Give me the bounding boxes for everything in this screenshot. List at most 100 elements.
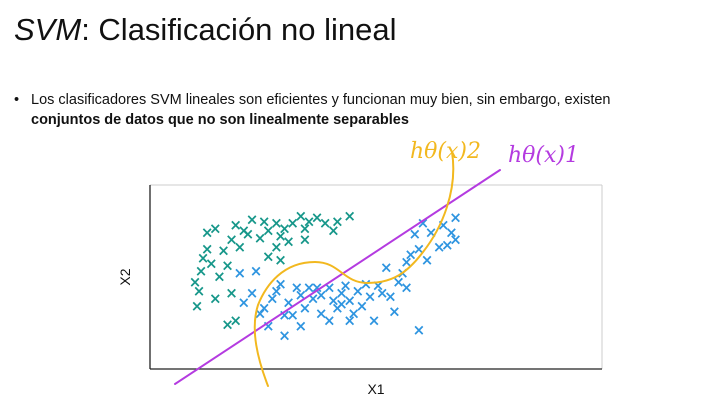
class-b-point: ×	[404, 245, 417, 263]
class-b-point: ×	[400, 279, 413, 297]
class-a-point: ×	[262, 247, 275, 265]
class-b-point: ×	[315, 304, 328, 322]
class-b-point: ×	[286, 306, 299, 324]
class-b-point: ×	[270, 282, 283, 300]
class-b-point: ×	[323, 279, 336, 297]
linear-boundary-label: hθ(x)1	[508, 143, 579, 168]
class-a-point: ×	[238, 222, 251, 240]
class-a-point: ×	[343, 207, 356, 225]
class-b-point: ×	[274, 275, 287, 293]
class-a-point: ×	[295, 207, 308, 225]
nonlinear-boundary-label: hθ(x)2	[410, 139, 481, 164]
class-a-point: ×	[213, 268, 226, 286]
class-b-point: ×	[364, 288, 377, 306]
plot-frame	[149, 184, 603, 370]
class-b-point: ×	[295, 317, 308, 335]
class-b-point: ×	[356, 297, 369, 315]
class-b-point: ×	[376, 284, 389, 302]
class-b-point: ×	[234, 264, 247, 282]
class-a-point: ×	[319, 214, 332, 232]
class-a-point: ×	[229, 312, 242, 330]
class-a-point: ×	[209, 220, 222, 238]
class-b-point: ×	[291, 279, 304, 297]
class-b-point: ×	[347, 304, 360, 322]
class-b-point: ×	[445, 223, 458, 241]
class-b-point: ×	[266, 290, 279, 308]
class-b-point: ×	[335, 284, 348, 302]
class-b-point: ×	[299, 299, 312, 317]
class-b-point: ×	[335, 295, 348, 313]
class-b-point: ×	[327, 291, 340, 309]
class-a-point: ×	[201, 223, 214, 241]
class-a-point: ×	[195, 262, 208, 280]
class-a-point: ×	[258, 212, 271, 230]
class-a-point: ×	[205, 255, 218, 273]
class-a-point: ×	[299, 231, 312, 249]
class-a-point: ×	[286, 214, 299, 232]
nonlinear-boundary-curve	[253, 151, 455, 387]
bullet-point: • Los clasificadores SVM lineales son ef…	[14, 90, 700, 130]
class-b-point: ×	[388, 303, 401, 321]
class-a-point: ×	[299, 220, 312, 238]
class-a-point: ×	[262, 222, 275, 240]
class-a-point: ×	[282, 233, 295, 251]
class-b-point: ×	[433, 238, 446, 256]
data-points: ××××××××××××××××××××××××××××××××××× ×××××…	[189, 207, 462, 345]
class-a-point: ×	[193, 282, 206, 300]
class-a-point: ×	[221, 257, 234, 275]
class-a-point: ×	[221, 315, 234, 333]
class-a-point: ×	[209, 290, 222, 308]
bullet-text: Los clasificadores SVM lineales son efic…	[31, 90, 700, 130]
class-b-point: ×	[331, 299, 344, 317]
class-a-point: ×	[229, 216, 242, 234]
class-b-point: ×	[380, 258, 393, 276]
class-a-point: ×	[270, 214, 283, 232]
class-b-point: ×	[368, 312, 381, 330]
class-a-point: ×	[331, 212, 344, 230]
linear-boundary-line	[174, 169, 501, 385]
bullet-text-regular: Los clasificadores SVM lineales son efic…	[31, 92, 611, 108]
class-a-point: ×	[274, 227, 287, 245]
class-b-point: ×	[250, 262, 263, 280]
class-b-point: ×	[421, 251, 434, 269]
class-b-point: ×	[262, 317, 275, 335]
class-b-point: ×	[449, 231, 462, 249]
slide-title: SVM: Clasificación no lineal	[14, 10, 397, 50]
class-a-point: ×	[234, 238, 247, 256]
class-b-point: ×	[441, 236, 454, 254]
bullet-dot-icon: •	[14, 92, 20, 108]
class-a-point: ×	[246, 211, 259, 229]
class-a-point: ×	[191, 297, 204, 315]
class-a-point: ×	[254, 229, 267, 247]
x-axis-label: X1	[367, 381, 384, 397]
class-b-point: ×	[384, 288, 397, 306]
class-a-point: ×	[225, 284, 238, 302]
title-prefix: SVM	[14, 12, 82, 47]
class-b-point: ×	[343, 291, 356, 309]
class-a-point: ×	[217, 242, 230, 260]
class-a-point: ×	[201, 240, 214, 258]
class-b-point: ×	[238, 293, 251, 311]
class-a-point: ×	[278, 220, 291, 238]
class-b-point: ×	[323, 312, 336, 330]
class-b-point: ×	[303, 279, 316, 297]
class-a-point: ×	[303, 212, 316, 230]
class-b-point: ×	[409, 225, 422, 243]
class-a-point: ×	[270, 238, 283, 256]
class-a-point: ×	[189, 273, 202, 291]
class-b-point: ×	[339, 277, 352, 295]
class-b-point: ×	[413, 321, 426, 339]
class-b-point: ×	[258, 299, 271, 317]
decision-boundaries: hθ(x)1 hθ(x)2	[174, 139, 579, 387]
class-b-point: ×	[343, 312, 356, 330]
class-a-point: ×	[242, 225, 255, 243]
bullet-text-bold: conjuntos de datos que no son linealment…	[31, 112, 409, 128]
class-a-point: ×	[274, 251, 287, 269]
class-b-point: ×	[449, 209, 462, 227]
class-b-point: ×	[352, 282, 365, 300]
class-a-point: ×	[311, 209, 324, 227]
class-a-point: ×	[225, 231, 238, 249]
class-b-point: ×	[278, 326, 291, 344]
class-b-point: ×	[246, 284, 259, 302]
